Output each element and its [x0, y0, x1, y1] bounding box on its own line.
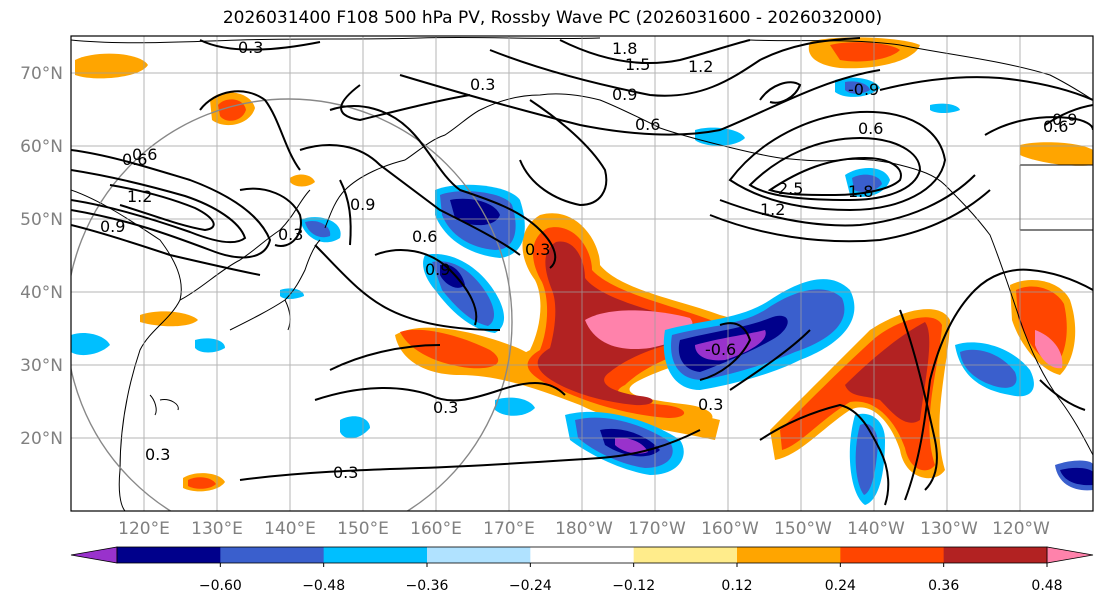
contour-label: 0.3: [278, 225, 303, 244]
contour-label: 1.5: [625, 55, 650, 74]
contour-label: -0.6: [705, 340, 736, 359]
colorbar-tick-label: 0.24: [825, 578, 856, 594]
lon-tick-label: 160°W: [701, 519, 759, 539]
colorbar-tick-label: −0.12: [612, 578, 655, 594]
contour-label: 0.3: [238, 38, 263, 57]
colorbar-segment: [530, 547, 635, 563]
contour-label: 0.6: [1043, 117, 1068, 136]
map-area: 0.3 1.8 1.5 1.2 0.3 0.9 0.6 -0.9 0.6 0.6…: [71, 36, 1093, 511]
lon-axis: 120°E 130°E 140°E 150°E 160°E 170°E 180°…: [118, 519, 1050, 539]
contour-label: -0.9: [848, 80, 879, 99]
colorbar-segment: [323, 547, 428, 563]
lon-tick-label: 130°W: [920, 519, 978, 539]
contour-label: 0.6: [122, 150, 147, 169]
colorbar-tick-label: 0.48: [1031, 578, 1062, 594]
map-frame: [70, 35, 1094, 512]
colorbar-tick-label: −0.24: [509, 578, 552, 594]
contour-label: 0.6: [635, 115, 660, 134]
lon-tick-label: 140°W: [847, 519, 905, 539]
contour-labels: 0.3 1.8 1.5 1.2 0.3 0.9 0.6 -0.9 0.6 0.6…: [100, 38, 1077, 482]
contour-label: 0.3: [145, 445, 170, 464]
lat-tick-label: 30°N: [20, 356, 63, 376]
contour-label: 1.2: [688, 57, 713, 76]
contour-label: 0.6: [132, 145, 157, 164]
lat-lon-grid: [71, 36, 1093, 511]
colorbar-segment: [220, 547, 325, 563]
contour-label: 0.9: [350, 195, 375, 214]
colorbar-tick-label: −0.60: [199, 578, 242, 594]
contour-label: 0.9: [612, 85, 637, 104]
colorbar-segment: [943, 547, 1048, 563]
contour-label: 2.5: [778, 179, 803, 198]
colorbar-segment: [633, 547, 738, 563]
contour-label: 0.3: [525, 240, 550, 259]
lon-tick-label: 120°W: [992, 519, 1050, 539]
lon-tick-label: 120°E: [118, 519, 170, 539]
positive-anomaly-shading: [75, 37, 1093, 492]
lat-tick-label: 60°N: [20, 137, 63, 157]
contour-label: 1.8: [848, 182, 873, 201]
lon-tick-label: 150°W: [774, 519, 832, 539]
contour-label: 1.2: [127, 187, 152, 206]
contour-label: 0.3: [698, 395, 723, 414]
colorbar-segment: [737, 547, 841, 563]
colorbar-segment: [427, 547, 531, 563]
contour-label: 1.2: [760, 200, 785, 219]
contour-label: 0.9: [1052, 110, 1077, 129]
lat-tick-label: 70°N: [20, 64, 63, 84]
contour-label: 0.6: [412, 227, 437, 246]
contour-label: 0.3: [470, 75, 495, 94]
lon-tick-label: 180°W: [555, 519, 613, 539]
lon-tick-label: 170°W: [628, 519, 686, 539]
colorbar-tick-label: −0.36: [406, 578, 449, 594]
colorbar-tick-label: 0.12: [721, 578, 752, 594]
lat-tick-label: 50°N: [20, 210, 63, 230]
lon-tick-label: 150°E: [337, 519, 389, 539]
colorbar-min-arrow: [70, 546, 118, 564]
reference-circle: [71, 98, 513, 511]
lat-tick-label: 20°N: [20, 429, 63, 449]
pv-contours: [71, 37, 1093, 506]
lon-tick-label: 170°E: [483, 519, 535, 539]
contour-label: 0.3: [333, 463, 358, 482]
lat-tick-label: 40°N: [20, 283, 63, 303]
contour-label: 0.9: [100, 217, 125, 236]
colorbar-segment: [117, 547, 221, 563]
colorbar-outline: [116, 546, 1048, 564]
chart-title: 2026031400 F108 500 hPa PV, Rossby Wave …: [222, 8, 883, 28]
contour-label: 0.9: [425, 260, 450, 279]
contour-label: 0.6: [858, 119, 883, 138]
colorbar: −0.60 −0.48 −0.36 −0.24 −0.12 0.12 0.24 0.36 0.4…: [70, 546, 1094, 594]
lon-tick-label: 140°E: [264, 519, 316, 539]
lat-axis: 70°N 60°N 50°N 40°N 30°N 20°N: [20, 64, 63, 449]
contour-label: 0.3: [433, 398, 458, 417]
colorbar-segments: [117, 547, 1048, 563]
colorbar-tick-label: −0.48: [302, 578, 345, 594]
colorbar-tick-label: 0.36: [928, 578, 959, 594]
contour-label: 1.8: [612, 39, 637, 58]
lon-tick-label: 160°E: [410, 519, 462, 539]
colorbar-max-arrow: [1046, 546, 1094, 564]
lon-tick-label: 130°E: [191, 519, 243, 539]
colorbar-ticks: −0.60 −0.48 −0.36 −0.24 −0.12 0.12 0.24 0.36 0.4…: [199, 563, 1063, 594]
colorbar-segment: [840, 547, 945, 563]
